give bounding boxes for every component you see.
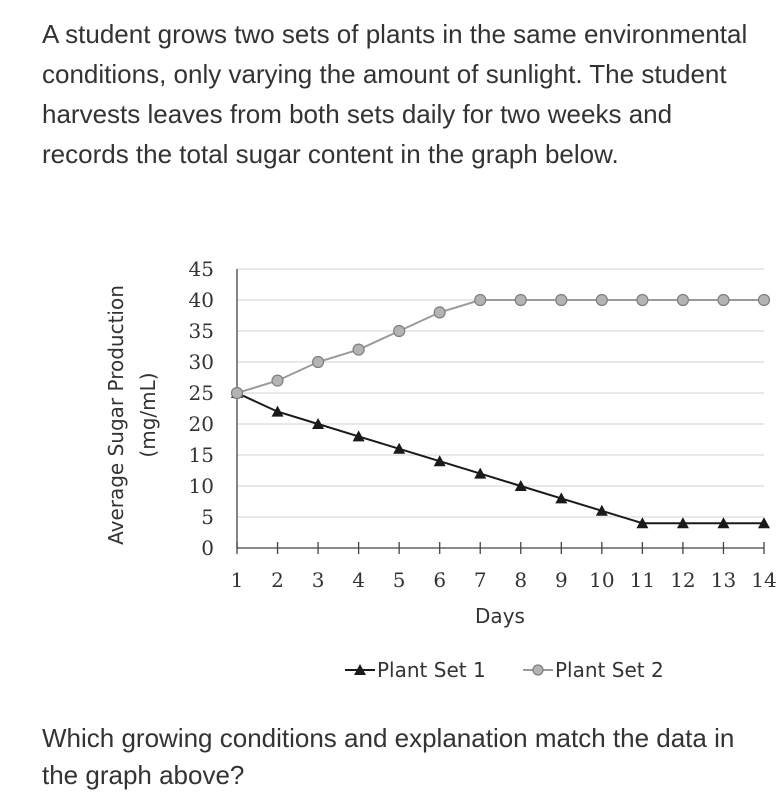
x-tick-label-5: 5 [393,568,406,592]
x-tick-label-7: 7 [474,568,487,592]
x-tick-label-8: 8 [514,568,527,592]
y-tick-label-5: 5 [201,505,214,529]
x-tick-label-14: 14 [751,568,776,592]
y-tick-label-40: 40 [189,288,214,312]
x-tick-label-9: 9 [555,568,568,592]
series-line-1 [236,392,764,525]
axes [236,269,765,554]
y-tick-label-30: 30 [189,350,214,374]
series-1-point-4 [352,430,365,442]
y-tick-label-10: 10 [189,474,214,498]
legend-marker-1 [354,664,366,675]
y-tick-label-35: 35 [189,319,214,343]
x-tick-label-12: 12 [670,568,695,592]
y-tick-label-25: 25 [189,381,214,405]
y-tick-label-0: 0 [201,536,214,560]
series-1-point-13 [717,517,730,529]
series-1-point-12 [676,517,689,529]
y-tick-label-15: 15 [189,443,214,467]
x-tick-label-1: 1 [231,568,244,592]
legend-item-2: Plant Set 2 [523,658,664,682]
series-2-point-12 [676,293,690,307]
legend-label-1: Plant Set 1 [377,658,486,682]
series-1-point-3 [312,418,325,429]
series-2-point-11 [636,293,649,307]
x-tick-label-13: 13 [711,568,736,592]
y-tick-labels: 0 5 10 15 20 25 30 35 40 45 [189,257,214,560]
x-tick-label-6: 6 [433,568,446,592]
question-prompt: A student grows two sets of plants in th… [42,19,748,169]
x-tick-label-4: 4 [352,568,365,592]
y-axis-unit: (mg/mL) [136,372,160,457]
series-2-point-1 [230,386,244,400]
x-tick-label-3: 3 [312,568,325,592]
x-axis-title: Days [475,604,525,628]
series-2 [230,293,771,400]
series-1-point-9 [555,492,568,504]
x-tick-label-2: 2 [271,568,284,592]
x-tick-label-11: 11 [630,568,655,592]
series-1-point-8 [514,480,527,491]
x-tick-label-10: 10 [589,568,614,592]
y-tick-label-20: 20 [189,412,214,436]
series-2-point-8 [514,293,527,307]
grid-lines [237,268,764,518]
series-2-point-2 [271,374,284,387]
legend: Plant Set 1 Plant Set 2 [345,658,664,682]
series-1-point-7 [474,467,487,479]
series-1-point-14 [758,517,770,529]
series-line-2 [236,299,764,394]
series-2-point-6 [433,306,446,319]
series-2-point-10 [595,293,608,307]
series-1-point-2 [271,405,284,417]
series-1-point-10 [595,504,608,516]
series-2-point-7 [474,293,487,307]
x-tick-labels: 1 2 3 4 5 6 7 8 9 10 11 12 13 14 [231,568,777,592]
series-1-point-11 [636,517,649,529]
series-2-point-4 [352,343,365,356]
series-2-point-14 [757,293,771,307]
series-2-point-3 [311,355,325,369]
question-followup: Which growing conditions and explanation… [42,723,735,790]
series-2-point-9 [555,293,568,307]
series-1-point-5 [393,442,406,454]
series-2-point-13 [717,293,730,307]
series-1-point-6 [433,455,446,467]
series-2-point-5 [393,324,406,338]
y-tick-label-45: 45 [189,257,214,281]
y-axis-title: Average Sugar Production [104,285,128,545]
series-1 [231,387,770,529]
legend-label-2: Plant Set 2 [555,658,664,682]
legend-item-1: Plant Set 1 [345,658,486,682]
legend-marker-2 [532,664,544,676]
series [230,293,771,529]
